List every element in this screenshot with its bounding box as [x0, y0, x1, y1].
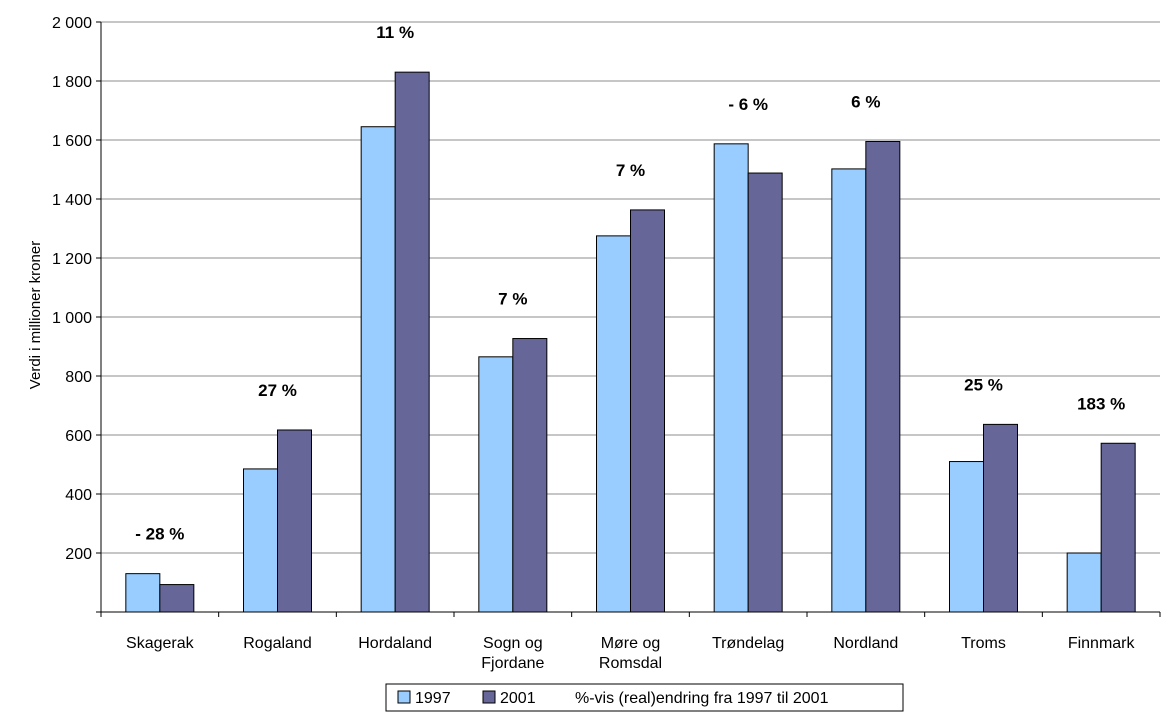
x-axis-labels: Skagerak Rogaland Hordaland Sogn og Fjordane…	[126, 635, 1135, 672]
bar-1997	[125, 573, 161, 613]
bar-1997	[596, 235, 631, 613]
percent-change-label: 6 %	[851, 92, 880, 111]
percent-change-label: 7 %	[616, 161, 645, 180]
percent-change-labels: - 28 % 27 % 11 % 7 % 7 % - 6 % 6 % 25 % 183 %	[135, 23, 1125, 544]
category-label: Sogn og	[483, 635, 543, 652]
legend-label-2001: 2001	[500, 690, 536, 707]
bar-1997	[713, 143, 749, 613]
y-tick-label: 600	[65, 428, 92, 445]
y-tick-label: 800	[65, 369, 92, 386]
y-tick-label: 2 000	[52, 15, 92, 32]
legend-percent-label: %-vis (real)endring fra 1997 til 2001	[575, 690, 829, 707]
y-tick-label: 1 600	[52, 133, 92, 150]
bar-2001	[983, 423, 1018, 613]
category-label: Finnmark	[1068, 635, 1136, 652]
y-tick-label: 1 400	[52, 192, 92, 209]
legend-swatch-1997	[397, 690, 411, 704]
category-label: Hordaland	[358, 635, 432, 652]
bar-2001	[394, 71, 430, 613]
bar-1997	[360, 126, 396, 613]
bars	[125, 71, 1136, 613]
category-label: Møre og	[601, 635, 661, 652]
bar-1997	[478, 356, 514, 613]
bar-1997	[949, 461, 984, 613]
category-label: Nordland	[833, 635, 898, 652]
percent-change-label: 11 %	[376, 23, 414, 42]
percent-change-label: 183 %	[1077, 394, 1125, 413]
y-tick-label: 200	[65, 546, 92, 563]
y-tick-label: 1 000	[52, 310, 92, 327]
percent-change-label: 7 %	[498, 290, 527, 309]
percent-change-label: 25 %	[964, 375, 1003, 394]
category-label: Troms	[961, 635, 1006, 652]
bar-2001	[865, 140, 901, 613]
bar-2001	[1100, 442, 1136, 613]
bar-2001	[630, 209, 665, 613]
y-axis-label: Verdi i millioner kroner	[27, 241, 44, 389]
axes	[100, 22, 1161, 617]
category-label: Trøndelag	[712, 635, 784, 652]
bar-1997	[243, 468, 278, 613]
bar-1997	[1066, 552, 1102, 613]
percent-change-label: - 6 %	[728, 95, 768, 114]
bar-2001	[277, 429, 312, 613]
bar-2001	[512, 338, 548, 613]
y-tick-label: 1 200	[52, 251, 92, 268]
legend-label-1997: 1997	[415, 690, 451, 707]
legend-box	[385, 683, 904, 712]
y-tick-label: 400	[65, 487, 92, 504]
y-tick-label: 1 800	[52, 74, 92, 91]
percent-change-label: - 28 %	[135, 525, 184, 544]
legend: 1997 2001 %-vis (real)endring fra 1997 til…	[385, 683, 904, 712]
legend-swatch-2001	[482, 690, 496, 704]
bar-2001	[159, 584, 195, 613]
bar-1997	[831, 168, 867, 613]
category-label: Romsdal	[599, 655, 662, 672]
category-label: Skagerak	[126, 635, 195, 652]
y-axis-ticks: 200 400 600 800 1 000 1 200 1 400 1 600 1 800 2 0…	[52, 15, 101, 613]
category-label: Fjordane	[481, 655, 544, 672]
category-label: Rogaland	[243, 635, 312, 652]
bar-2001	[747, 172, 783, 613]
percent-change-label: 27 %	[258, 381, 297, 400]
